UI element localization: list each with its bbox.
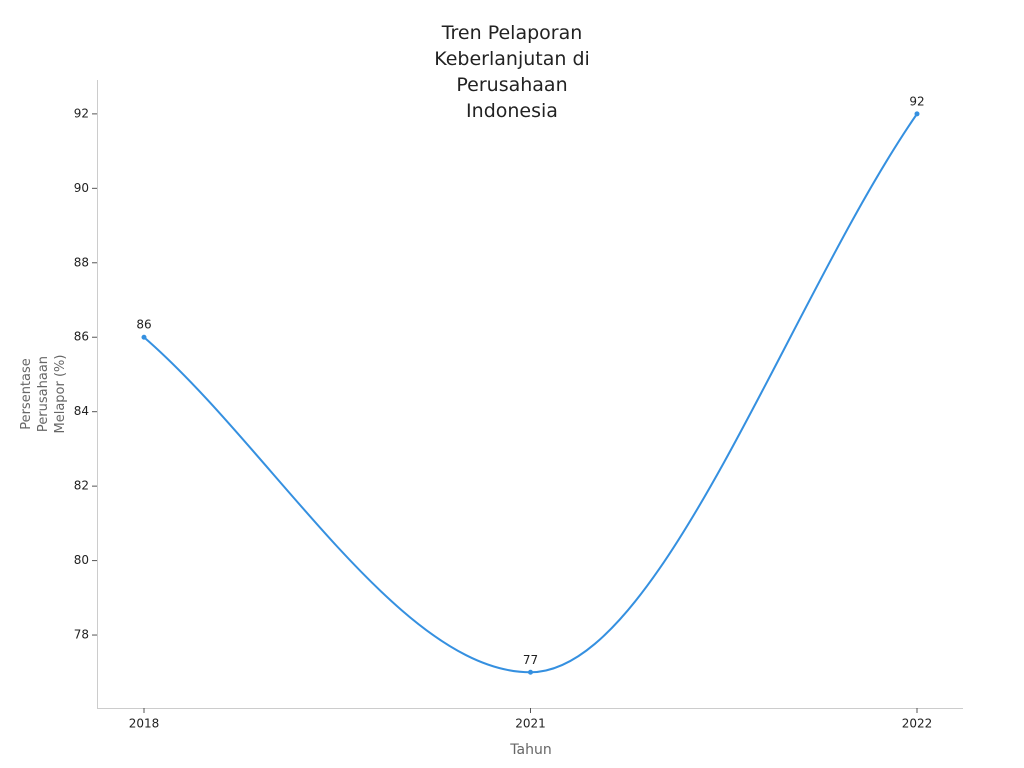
y-tick-label: 78 bbox=[74, 628, 89, 642]
point bbox=[914, 111, 920, 117]
data-label: 77 bbox=[523, 653, 538, 667]
x-tick-label: 2018 bbox=[129, 717, 160, 731]
x-axis-label: Tahun bbox=[510, 742, 552, 758]
x-tick-label: 2022 bbox=[902, 717, 933, 731]
line bbox=[143, 113, 918, 674]
point bbox=[141, 334, 147, 340]
y-tick-label: 82 bbox=[74, 479, 89, 493]
y-tick-label: 92 bbox=[74, 106, 89, 120]
y-tick-label: 88 bbox=[74, 255, 89, 269]
x-tick-label: 2021 bbox=[515, 717, 546, 731]
y-tick-label: 90 bbox=[74, 181, 89, 195]
y-tick-label: 84 bbox=[74, 404, 89, 418]
y-tick-label: 86 bbox=[74, 330, 89, 344]
data-label: 92 bbox=[909, 94, 924, 108]
chart-title: Tren Pelaporan Keberlanjutan di Perusaha… bbox=[434, 22, 590, 122]
y-axis-label: Persentase Perusahaan Melapor (%) bbox=[19, 354, 68, 434]
data-label: 86 bbox=[136, 318, 151, 332]
y-tick-label: 80 bbox=[74, 553, 89, 567]
point bbox=[528, 669, 533, 675]
